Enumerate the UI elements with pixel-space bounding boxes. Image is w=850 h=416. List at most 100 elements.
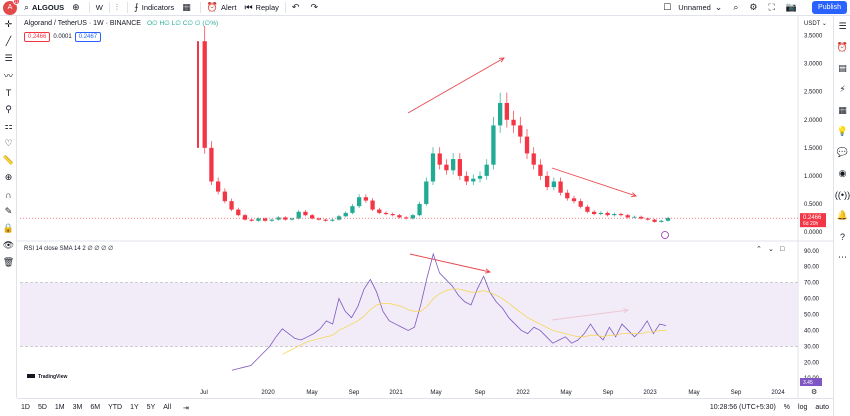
- ask-price[interactable]: 0.2467: [74, 32, 102, 42]
- candle: [229, 201, 234, 210]
- bid-price[interactable]: 0.2466: [24, 32, 51, 42]
- trash-icon[interactable]: 🗑: [2, 257, 15, 267]
- candle: [316, 218, 322, 220]
- date-range-icon[interactable]: ⇥: [183, 404, 189, 412]
- trend-arrow-up-head: [498, 57, 505, 63]
- indicators-button[interactable]: ⨍ Indicators: [130, 0, 178, 16]
- help-icon[interactable]: ?: [839, 231, 845, 242]
- rsi-tick-label: 40.00: [804, 328, 820, 334]
- bottom-toolbar: 1D 5D 1M 3M 6M YTD 1Y 5Y All ⇥ 10:28:56 (UTC+5:3…: [17, 398, 833, 416]
- lock-icon[interactable]: 🔒: [2, 223, 15, 233]
- replay-label: Replay: [255, 3, 279, 12]
- broadcast-icon[interactable]: ((•)): [834, 189, 850, 200]
- settings-button[interactable]: ⚙: [745, 0, 764, 16]
- time-tick-label: May: [688, 390, 699, 396]
- clock[interactable]: 10:28:56 (UTC+5:30): [709, 404, 776, 411]
- pattern-icon[interactable]: 〰: [3, 71, 13, 81]
- countdown-label: 6d 20h: [803, 221, 819, 227]
- snapshot-button[interactable]: 📷: [782, 0, 804, 16]
- candle: [571, 198, 577, 202]
- timeframe-1d[interactable]: 1D: [21, 404, 30, 411]
- interval-button[interactable]: W: [95, 3, 103, 12]
- timeframe-3m[interactable]: 3M: [72, 404, 83, 411]
- candle: [524, 136, 530, 154]
- symbol-search-button[interactable]: ⌕ ALGOUS: [20, 0, 68, 16]
- notifications-icon[interactable]: 🔔: [836, 210, 849, 220]
- log-toggle[interactable]: log: [798, 404, 808, 411]
- candle: [209, 147, 214, 182]
- text-icon[interactable]: T: [5, 87, 12, 98]
- ohlc-values: O∅ H∅ L∅ C∅ ∅ (∅%): [146, 20, 219, 27]
- chat-icon[interactable]: 💬: [836, 147, 849, 157]
- redo-button[interactable]: ↷: [306, 0, 325, 16]
- undo-button[interactable]: ↶: [288, 0, 307, 16]
- user-avatar[interactable]: A 11: [3, 0, 20, 15]
- gear-icon: ⚙: [749, 2, 758, 12]
- timeframe-5d[interactable]: 5D: [37, 404, 47, 411]
- price-tick-label: 0.0000: [804, 230, 823, 236]
- magnet-icon[interactable]: ∩: [5, 189, 12, 200]
- heart-icon[interactable]: ♡: [4, 138, 13, 148]
- notification-badge: 11: [13, 0, 20, 5]
- chart-type-button[interactable]: ⫶: [112, 0, 125, 16]
- candle: [652, 219, 657, 222]
- data-window-icon[interactable]: ▤: [838, 63, 847, 73]
- measure-tools-icon[interactable]: ⚏: [4, 121, 13, 131]
- timeframe-6m[interactable]: 6M: [90, 404, 101, 411]
- timeframe-5y[interactable]: 5Y: [146, 404, 156, 411]
- candle: [222, 191, 228, 202]
- replay-button[interactable]: ⏮ Replay: [240, 0, 282, 16]
- fullscreen-button[interactable]: ⛶: [764, 0, 781, 16]
- timeframe-buttons: 1D 5D 1M 3M 6M YTD 1Y 5Y All: [17, 404, 175, 411]
- streams-icon[interactable]: ◉: [838, 168, 847, 178]
- calendar-icon[interactable]: ▦: [838, 105, 847, 115]
- zoom-icon[interactable]: ⊕: [4, 172, 13, 182]
- rsi-arrow-down: [409, 253, 491, 273]
- candle: [417, 203, 422, 216]
- templates-button[interactable]: ▦: [178, 0, 198, 16]
- fib-icon[interactable]: ☰: [4, 53, 13, 63]
- ideas-icon[interactable]: 💡: [836, 126, 849, 136]
- candle: [632, 216, 637, 218]
- candle: [343, 212, 348, 217]
- ruler-icon[interactable]: 📏: [2, 155, 15, 165]
- price-tick-label: 0.5000: [804, 202, 823, 208]
- candle: [363, 197, 369, 201]
- percent-toggle[interactable]: %: [783, 404, 791, 411]
- candle: [410, 215, 416, 219]
- hotlist-icon[interactable]: ⚡: [839, 84, 846, 94]
- last-price-badge: [800, 213, 826, 228]
- layout-button[interactable]: ☐ Unnamed ⌄: [659, 0, 729, 16]
- publish-button[interactable]: Publish: [812, 1, 847, 14]
- rsi-move-down-icon: ⌄: [768, 246, 774, 253]
- candle: [471, 178, 476, 182]
- timeframe-1y[interactable]: 1Y: [130, 404, 139, 411]
- price-tick-label: 3.5000: [804, 34, 823, 40]
- last-price-label: 0.2466: [803, 215, 822, 221]
- price-tick-label: 1.5000: [804, 146, 823, 152]
- price-tick-label: 1.0000: [804, 174, 823, 180]
- lock-drawing-icon[interactable]: ✎: [4, 206, 13, 216]
- eye-icon[interactable]: 👁: [2, 240, 15, 250]
- auto-toggle[interactable]: auto: [815, 404, 829, 411]
- alerts-clock-icon[interactable]: ⏰: [836, 42, 849, 52]
- watchlist-icon[interactable]: ☰: [838, 21, 847, 31]
- candle: [511, 119, 516, 126]
- timeframe-all[interactable]: All: [163, 404, 172, 411]
- candle: [283, 217, 288, 220]
- trendline-icon[interactable]: ╱: [5, 36, 12, 46]
- rsi-value-badge: [800, 378, 822, 386]
- time-tick-label: May: [430, 390, 441, 396]
- top-toolbar: A 11 ⌕ ALGOUS ⊕ W ⫶ ⨍ Indicators ▦ ⏰ Ale…: [0, 0, 850, 16]
- compare-button[interactable]: ⊕: [68, 0, 87, 16]
- timeframe-1m[interactable]: 1M: [54, 404, 65, 411]
- prediction-icon[interactable]: ⚲: [5, 104, 12, 114]
- candle: [249, 219, 254, 221]
- quick-search-button[interactable]: ⌕: [729, 0, 745, 16]
- alert-button[interactable]: ⏰ Alert: [203, 0, 241, 16]
- candle: [551, 181, 557, 188]
- expand-icon[interactable]: ⋯: [838, 252, 847, 262]
- crosshair-icon[interactable]: ✛: [4, 19, 13, 29]
- timeframe-ytd[interactable]: YTD: [108, 404, 123, 411]
